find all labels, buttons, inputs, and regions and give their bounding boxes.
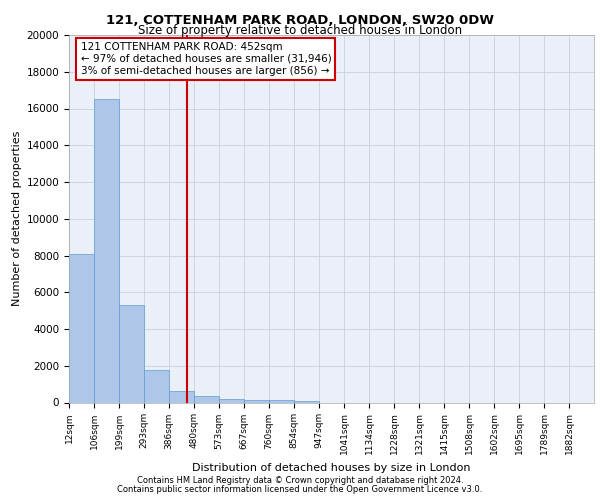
Bar — [219, 399, 244, 402]
Bar — [145, 370, 169, 402]
Bar — [69, 254, 94, 402]
Y-axis label: Number of detached properties: Number of detached properties — [13, 131, 22, 306]
Bar — [269, 400, 294, 402]
Text: Size of property relative to detached houses in London: Size of property relative to detached ho… — [138, 24, 462, 37]
Bar — [295, 400, 319, 402]
Bar — [94, 100, 119, 403]
Bar — [244, 400, 269, 402]
Text: 121, COTTENHAM PARK ROAD, LONDON, SW20 0DW: 121, COTTENHAM PARK ROAD, LONDON, SW20 0… — [106, 14, 494, 27]
Bar — [169, 391, 194, 402]
X-axis label: Distribution of detached houses by size in London: Distribution of detached houses by size … — [192, 462, 471, 472]
Text: 121 COTTENHAM PARK ROAD: 452sqm
← 97% of detached houses are smaller (31,946)
3%: 121 COTTENHAM PARK ROAD: 452sqm ← 97% of… — [80, 42, 331, 76]
Text: Contains public sector information licensed under the Open Government Licence v3: Contains public sector information licen… — [118, 484, 482, 494]
Bar — [194, 396, 219, 402]
Bar — [119, 305, 144, 402]
Text: Contains HM Land Registry data © Crown copyright and database right 2024.: Contains HM Land Registry data © Crown c… — [137, 476, 463, 485]
